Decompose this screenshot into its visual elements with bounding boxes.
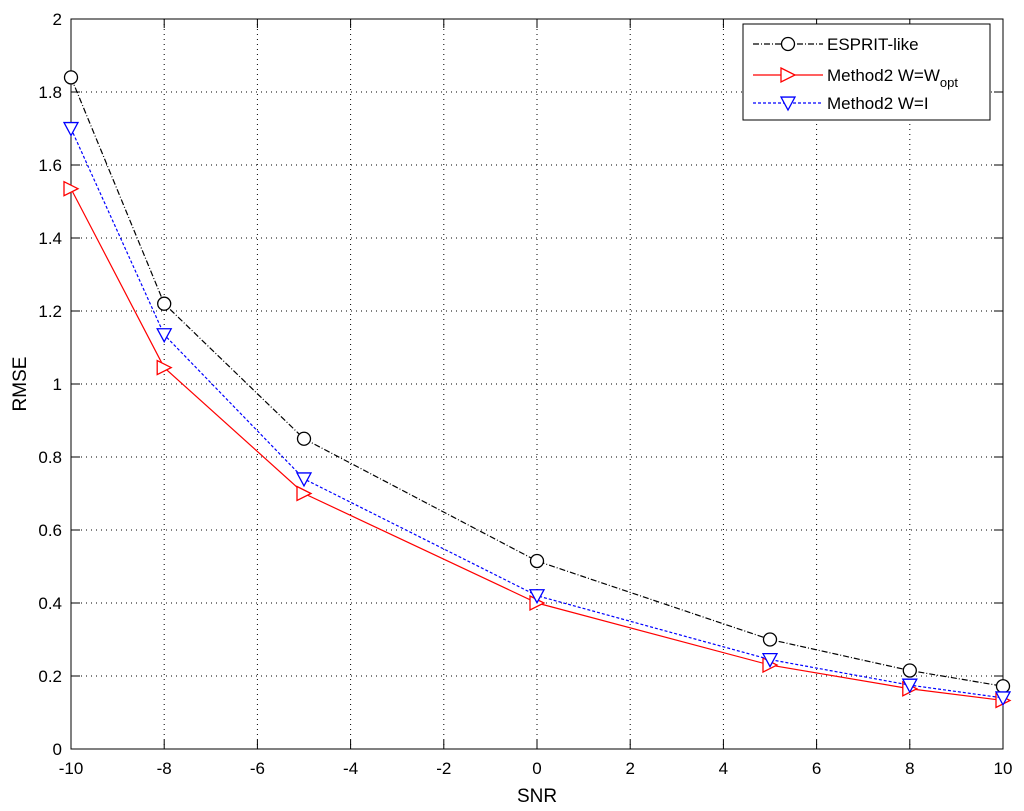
legend-label-main: Method2 W=W xyxy=(827,66,940,85)
legend-label-main: Method2 W=I xyxy=(827,94,929,113)
axis-ticks: -10 -8 -6 -4 -2 0 2 4 6 8 10 0 0.2 0.4 0.6 0.8 1 1.2 1.4 1.… xyxy=(38,10,1012,778)
x-tick-label: -6 xyxy=(250,759,265,778)
x-tick-label: -2 xyxy=(436,759,451,778)
x-tick-label: 6 xyxy=(812,759,821,778)
data-series xyxy=(62,70,1012,709)
data-point-marker xyxy=(995,679,1011,694)
legend: ESPRIT-like Method2 W=Wopt Method2 W=I xyxy=(742,23,991,121)
legend-entry: ESPRIT-like xyxy=(753,35,919,54)
y-tick-label: 1.4 xyxy=(38,229,62,248)
y-tick-label: 0 xyxy=(53,740,62,759)
data-point-marker xyxy=(528,589,546,605)
x-tick-label: -4 xyxy=(343,759,358,778)
x-tick-label: 8 xyxy=(905,759,914,778)
series-3 xyxy=(62,121,1012,707)
legend-label-subscript: opt xyxy=(940,75,958,90)
y-tick-label: 0.2 xyxy=(38,667,62,686)
data-point-marker xyxy=(762,632,778,647)
data-point-marker xyxy=(157,296,172,311)
y-tick-label: 2 xyxy=(53,10,62,29)
data-point-marker xyxy=(296,431,312,446)
y-tick-label: 1 xyxy=(53,375,62,394)
y-tick-label: 0.6 xyxy=(38,521,62,540)
data-point-marker xyxy=(994,691,1012,707)
data-point-marker xyxy=(63,70,79,85)
legend-marker xyxy=(780,36,796,52)
x-tick-label: -8 xyxy=(157,759,172,778)
x-tick-label: 10 xyxy=(994,759,1013,778)
legend-label: ESPRIT-like xyxy=(827,35,919,54)
y-tick-label: 0.8 xyxy=(38,448,62,467)
data-point-marker xyxy=(156,328,173,344)
x-tick-label: -10 xyxy=(59,759,84,778)
legend-entry: Method2 W=I xyxy=(753,94,929,113)
data-point-marker xyxy=(63,180,80,197)
x-tick-label: 4 xyxy=(719,759,728,778)
data-point-marker xyxy=(529,553,545,569)
x-tick-label: 0 xyxy=(532,759,541,778)
y-tick-label: 0.4 xyxy=(38,594,62,613)
data-point-marker xyxy=(156,359,173,376)
legend-label: Method2 W=Wopt xyxy=(827,66,958,90)
grid-lines xyxy=(71,19,1003,749)
legend-marker xyxy=(779,96,797,112)
data-point-marker xyxy=(761,652,779,668)
legend-label: Method2 W=I xyxy=(827,94,929,113)
y-axis-label: RMSE xyxy=(10,357,31,412)
data-point-marker xyxy=(901,678,918,694)
x-axis-label: SNR xyxy=(517,786,557,807)
data-point-marker xyxy=(295,472,313,488)
data-point-marker xyxy=(902,663,917,678)
y-tick-label: 1.2 xyxy=(38,302,62,321)
legend-marker xyxy=(780,66,797,84)
y-tick-label: 1.8 xyxy=(38,83,62,102)
legend-entry: Method2 W=Wopt xyxy=(753,66,958,90)
y-tick-label: 1.6 xyxy=(38,156,62,175)
data-point-marker xyxy=(62,121,80,137)
data-point-marker xyxy=(296,485,313,502)
series-1 xyxy=(63,70,1011,694)
x-tick-label: 2 xyxy=(625,759,634,778)
legend-label-main: ESPRIT-like xyxy=(827,35,919,54)
